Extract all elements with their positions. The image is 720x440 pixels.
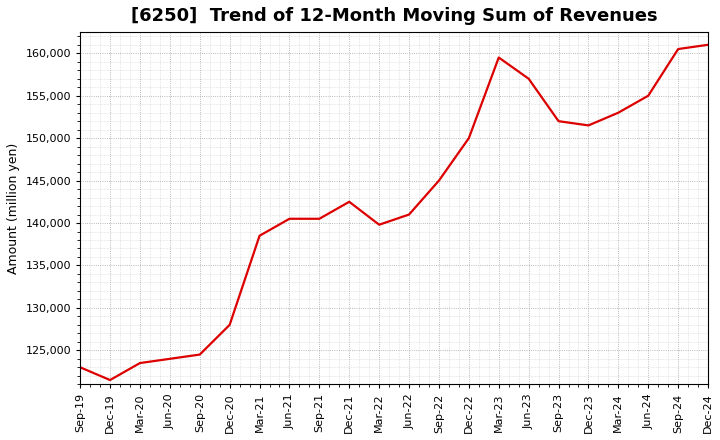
Title: [6250]  Trend of 12-Month Moving Sum of Revenues: [6250] Trend of 12-Month Moving Sum of R… — [131, 7, 657, 25]
Y-axis label: Amount (million yen): Amount (million yen) — [7, 143, 20, 274]
